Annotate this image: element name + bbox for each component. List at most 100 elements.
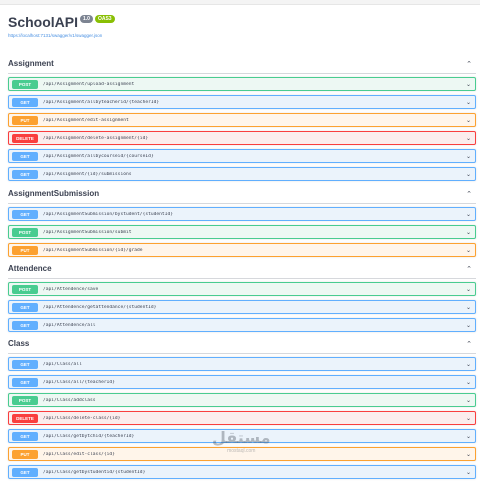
spec-url-link[interactable]: https://localhost:7131/swagger/v1/swagge… — [8, 33, 103, 38]
chevron-down-icon[interactable]: ⌄ — [465, 304, 471, 311]
endpoint-row[interactable]: GET/api/AssignmentSubmission/bystudent/{… — [8, 207, 476, 221]
section-header[interactable]: Class ⌃ — [8, 334, 476, 354]
endpoint-row[interactable]: DELETE/api/Class/delete-class/{id} ⌄ — [8, 411, 476, 425]
endpoint-path: /api/Class/all — [43, 361, 82, 367]
endpoint-path: /api/Class/edit-class/{id} — [43, 451, 115, 457]
chevron-down-icon[interactable]: ⌄ — [465, 469, 471, 476]
method-badge: POST — [12, 79, 38, 89]
method-badge: GET — [12, 209, 38, 219]
version-badge: 1.0 — [80, 15, 93, 23]
endpoint-row[interactable]: GET/api/Assignment/allbyteacherid/{teach… — [8, 95, 476, 109]
chevron-up-icon[interactable]: ⌃ — [466, 265, 472, 273]
section-title: Assignment — [8, 59, 54, 68]
endpoint-path: /api/AssignmentSubmission/bystudent/{stu… — [43, 211, 173, 217]
endpoint-row[interactable]: POST/api/AssignmentSubmission/submit ⌄ — [8, 225, 476, 239]
endpoint-path: /api/Assignment/upload-assignment — [43, 81, 135, 87]
api-info-header: SchoolAPI 1.0 OAS3 https://localhost:713… — [8, 14, 115, 38]
endpoint-row[interactable]: PUT/api/AssignmentSubmission/{id}/grade ⌄ — [8, 243, 476, 257]
chevron-down-icon[interactable]: ⌄ — [465, 379, 471, 386]
endpoint-path: /api/Attendence/save — [43, 286, 99, 292]
chevron-down-icon[interactable]: ⌄ — [465, 247, 471, 254]
watermark-logo: مستقل mostaql.com — [212, 430, 271, 454]
method-badge: POST — [12, 227, 38, 237]
endpoint-path: /api/Class/all/{teacherId} — [43, 379, 115, 385]
endpoint-row[interactable]: GET/api/Class/all/{teacherId} ⌄ — [8, 375, 476, 389]
chevron-down-icon[interactable]: ⌄ — [465, 171, 471, 178]
chevron-down-icon[interactable]: ⌄ — [465, 286, 471, 293]
chevron-up-icon[interactable]: ⌃ — [466, 340, 472, 348]
method-badge: PUT — [12, 115, 38, 125]
endpoint-row[interactable]: PUT/api/Assignment/edit-assignment ⌄ — [8, 113, 476, 127]
endpoint-row[interactable]: GET/api/Attendence/all ⌄ — [8, 318, 476, 332]
method-badge: PUT — [12, 245, 38, 255]
method-badge: GET — [12, 169, 38, 179]
chevron-down-icon[interactable]: ⌄ — [465, 415, 471, 422]
chevron-down-icon[interactable]: ⌄ — [465, 153, 471, 160]
endpoint-path: /api/AssignmentSubmission/{id}/grade — [43, 247, 143, 253]
endpoint-path: /api/AssignmentSubmission/submit — [43, 229, 132, 235]
method-badge: GET — [12, 467, 38, 477]
method-badge: DELETE — [12, 133, 38, 143]
section-title: Attendence — [8, 264, 52, 273]
endpoint-row[interactable]: DELETE/api/Assignment/delete-assignment/… — [8, 131, 476, 145]
section-attendence: Attendence ⌃ POST/api/Attendence/save ⌄ G… — [8, 259, 476, 336]
section-class: Class ⌃ GET/api/Class/all ⌄ GET/api/Class… — [8, 334, 476, 483]
endpoint-row[interactable]: POST/api/Class/addclass ⌄ — [8, 393, 476, 407]
section-title: AssignmentSubmission — [8, 189, 100, 198]
endpoint-path: /api/Class/addclass — [43, 397, 96, 403]
chevron-down-icon[interactable]: ⌄ — [465, 322, 471, 329]
chevron-down-icon[interactable]: ⌄ — [465, 229, 471, 236]
chevron-down-icon[interactable]: ⌄ — [465, 211, 471, 218]
endpoint-path: /api/Class/getbystudentid/{studentId} — [43, 469, 146, 475]
chevron-down-icon[interactable]: ⌄ — [465, 99, 471, 106]
endpoint-path: /api/Assignment/{id}/submissions — [43, 171, 132, 177]
chevron-up-icon[interactable]: ⌃ — [466, 190, 472, 198]
method-badge: GET — [12, 377, 38, 387]
section-assignment: Assignment ⌃ POST/api/Assignment/upload-… — [8, 54, 476, 185]
endpoint-path: /api/Attendence/all — [43, 322, 96, 328]
endpoint-row[interactable]: GET/api/Class/getbystudentid/{studentId}… — [8, 465, 476, 479]
method-badge: GET — [12, 151, 38, 161]
watermark-arabic: مستقل — [212, 430, 271, 447]
endpoint-path: /api/Assignment/allbycourseid/{courseId} — [43, 153, 154, 159]
chevron-down-icon[interactable]: ⌄ — [465, 135, 471, 142]
section-header[interactable]: Assignment ⌃ — [8, 54, 476, 74]
method-badge: GET — [12, 320, 38, 330]
endpoint-path: /api/Assignment/edit-assignment — [43, 117, 129, 123]
method-badge: POST — [12, 284, 38, 294]
endpoint-path: /api/Class/getbytchid/{teacherId} — [43, 433, 135, 439]
endpoint-row[interactable]: PUT/api/Class/edit-class/{id} ⌄ — [8, 447, 476, 461]
endpoint-path: /api/Class/delete-class/{id} — [43, 415, 121, 421]
endpoint-path: /api/Assignment/allbyteacherid/{teacherI… — [43, 99, 160, 105]
endpoint-row[interactable]: POST/api/Assignment/upload-assignment ⌄ — [8, 77, 476, 91]
endpoint-row[interactable]: GET/api/Attendence/getattendance/{studen… — [8, 300, 476, 314]
section-title: Class — [8, 339, 30, 348]
method-badge: GET — [12, 359, 38, 369]
endpoint-path: /api/Attendence/getattendance/{studentId… — [43, 304, 157, 310]
chevron-down-icon[interactable]: ⌄ — [465, 81, 471, 88]
chevron-down-icon[interactable]: ⌄ — [465, 117, 471, 124]
endpoint-row[interactable]: GET/api/Assignment/{id}/submissions ⌄ — [8, 167, 476, 181]
endpoint-row[interactable]: GET/api/Assignment/allbycourseid/{course… — [8, 149, 476, 163]
api-title: SchoolAPI — [8, 14, 79, 30]
endpoint-path: /api/Assignment/delete-assignment/{id} — [43, 135, 149, 141]
section-header[interactable]: AssignmentSubmission ⌃ — [8, 184, 476, 204]
endpoint-row[interactable]: GET/api/Class/getbytchid/{teacherId} ⌄ — [8, 429, 476, 443]
method-badge: PUT — [12, 449, 38, 459]
chevron-down-icon[interactable]: ⌄ — [465, 361, 471, 368]
chevron-down-icon[interactable]: ⌄ — [465, 451, 471, 458]
watermark-latin: mostaql.com — [227, 448, 256, 454]
oas-badge: OAS3 — [94, 15, 115, 23]
endpoint-row[interactable]: GET/api/Class/all ⌄ — [8, 357, 476, 371]
method-badge: GET — [12, 431, 38, 441]
method-badge: GET — [12, 302, 38, 312]
section-header[interactable]: Attendence ⌃ — [8, 259, 476, 279]
method-badge: GET — [12, 97, 38, 107]
endpoint-row[interactable]: POST/api/Attendence/save ⌄ — [8, 282, 476, 296]
chevron-up-icon[interactable]: ⌃ — [466, 60, 472, 68]
top-bar — [0, 0, 480, 5]
method-badge: DELETE — [12, 413, 38, 423]
chevron-down-icon[interactable]: ⌄ — [465, 397, 471, 404]
chevron-down-icon[interactable]: ⌄ — [465, 433, 471, 440]
section-assignmentsubmission: AssignmentSubmission ⌃ GET/api/Assignmen… — [8, 184, 476, 261]
